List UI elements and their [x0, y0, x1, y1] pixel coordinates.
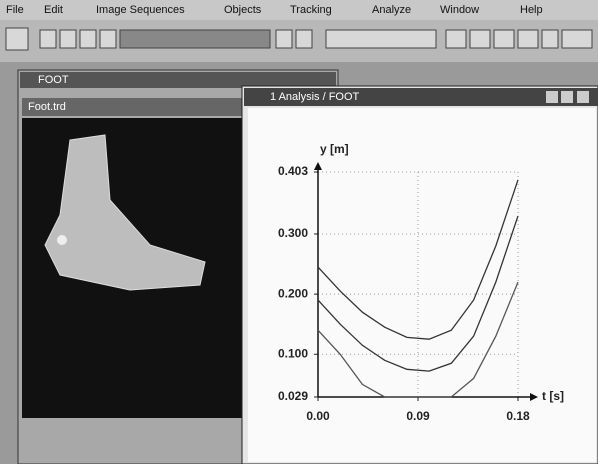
button[interactable]: [296, 30, 312, 48]
y-tick-label: 0.403: [278, 164, 308, 178]
y-axis-label: y [m]: [320, 142, 349, 156]
x-tick-label: 0.09: [406, 409, 430, 423]
x-tick-label: 0.18: [506, 409, 530, 423]
button[interactable]: [542, 30, 558, 48]
screen: FOOT Foot.trd 1 Analysis / FOOT y [m] t …: [0, 0, 598, 464]
y-tick-label: 0.300: [278, 226, 308, 240]
button[interactable]: [6, 28, 28, 50]
button[interactable]: [470, 30, 490, 48]
x-axis-label: t [s]: [542, 389, 564, 403]
button[interactable]: [276, 30, 292, 48]
button[interactable]: [562, 30, 592, 48]
menu-item[interactable]: Tracking: [290, 4, 332, 16]
page: FOOT Foot.trd 1 Analysis / FOOT y [m] t …: [0, 0, 598, 464]
menu-item[interactable]: Edit: [44, 4, 63, 16]
button[interactable]: [80, 30, 96, 48]
menu-item[interactable]: Objects: [224, 4, 262, 16]
button[interactable]: [60, 30, 76, 48]
analysis-title: 1 Analysis / FOOT: [270, 91, 360, 103]
menu-item[interactable]: Window: [440, 4, 479, 16]
close-button[interactable]: [577, 91, 589, 103]
button[interactable]: [518, 30, 538, 48]
maximize-button[interactable]: [561, 91, 573, 103]
marker: [57, 235, 67, 245]
foot-title: FOOT: [38, 74, 69, 86]
y-tick-label: 0.029: [278, 389, 308, 403]
button[interactable]: [494, 30, 514, 48]
button-group[interactable]: [326, 30, 436, 48]
button[interactable]: [40, 30, 56, 48]
menu-item[interactable]: Help: [520, 4, 543, 16]
menu-item[interactable]: Analyze: [372, 4, 411, 16]
minimize-button[interactable]: [546, 91, 558, 103]
toolbar-buttons: [6, 28, 592, 50]
menu-item[interactable]: File: [6, 4, 24, 16]
y-tick-label: 0.200: [278, 286, 308, 300]
x-tick-label: 0.00: [306, 409, 330, 423]
menu-item[interactable]: Image Sequences: [96, 4, 185, 16]
child-title: Foot.trd: [28, 101, 66, 113]
button[interactable]: [100, 30, 116, 48]
dropdown[interactable]: [120, 30, 270, 48]
button[interactable]: [446, 30, 466, 48]
y-tick-label: 0.100: [278, 346, 308, 360]
